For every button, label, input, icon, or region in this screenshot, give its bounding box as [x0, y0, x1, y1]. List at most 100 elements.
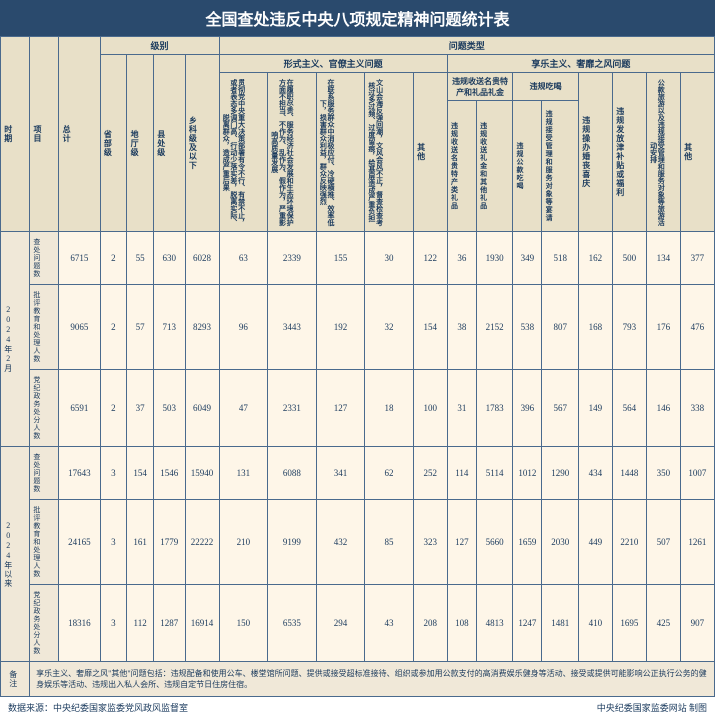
- data-cell: 294: [316, 585, 365, 662]
- data-cell: 5660: [476, 500, 512, 585]
- hdr-lvl-prov: 省部级: [100, 55, 127, 232]
- data-cell: 252: [413, 447, 447, 500]
- data-cell: 210: [219, 500, 268, 585]
- hdr-level: 级别: [100, 37, 219, 55]
- hdr-h2a: 违规吃喝: [513, 73, 579, 101]
- data-cell: 2030: [542, 500, 578, 585]
- data-cell: 18: [365, 370, 414, 447]
- data-cell: 713: [153, 285, 185, 370]
- data-cell: 9199: [268, 500, 317, 585]
- data-cell: 57: [127, 285, 154, 370]
- data-cell: 807: [542, 285, 578, 370]
- data-cell: 192: [316, 285, 365, 370]
- data-cell: 1930: [476, 232, 512, 285]
- data-cell: 6591: [59, 370, 100, 447]
- row-item: 查处问题数: [30, 232, 59, 285]
- data-cell: 6535: [268, 585, 317, 662]
- data-cell: 1481: [542, 585, 578, 662]
- data-cell: 476: [680, 285, 714, 370]
- data-cell: 1290: [542, 447, 578, 500]
- data-cell: 162: [578, 232, 612, 285]
- hdr-f1: 贯彻党中央重大决策部署有令不行、有禁不止，或者表态多调门高、行动少落实差，脱离实…: [219, 73, 268, 232]
- data-cell: 38: [447, 285, 476, 370]
- data-cell: 2: [100, 285, 127, 370]
- hdr-h3: 违规操办婚丧喜庆: [578, 73, 612, 232]
- data-cell: 1448: [612, 447, 646, 500]
- hdr-f4: 文山会海反弹回潮，文风会风不正，督查检查考核过多过频、过度留痕，给基层造成严重负…: [365, 73, 414, 232]
- hdr-f2: 在履职尽责、服务经济社会发展和生态环境保护方面不担当、不作为、乱作为、假作为，严…: [268, 73, 317, 232]
- hdr-lvl-dept: 地厅级: [127, 55, 154, 232]
- note-label: 备注: [1, 662, 30, 697]
- data-cell: 161: [127, 500, 154, 585]
- data-cell: 112: [127, 585, 154, 662]
- row-item: 党纪政务处分人数: [30, 370, 59, 447]
- data-cell: 1287: [153, 585, 185, 662]
- data-cell: 449: [578, 500, 612, 585]
- data-cell: 434: [578, 447, 612, 500]
- data-cell: 155: [316, 232, 365, 285]
- data-cell: 3: [100, 585, 127, 662]
- hdr-h6: 其他: [680, 73, 714, 232]
- data-cell: 146: [646, 370, 680, 447]
- data-cell: 24165: [59, 500, 100, 585]
- period-label: 2024年以来: [1, 447, 30, 662]
- data-cell: 2: [100, 232, 127, 285]
- data-cell: 154: [127, 447, 154, 500]
- hdr-f3: 在联系服务群众中消极应付、冷硬横推、效率低下，损害群众利益，群众反映强烈: [316, 73, 365, 232]
- data-cell: 377: [680, 232, 714, 285]
- data-cell: 1247: [513, 585, 542, 662]
- data-cell: 55: [127, 232, 154, 285]
- data-cell: 127: [447, 500, 476, 585]
- data-cell: 3: [100, 447, 127, 500]
- data-cell: 2: [100, 370, 127, 447]
- hdr-h4: 违规发放津补贴或福利: [612, 73, 646, 232]
- data-cell: 518: [542, 232, 578, 285]
- hdr-lvl-town: 乡科级及以下: [185, 55, 219, 232]
- page-title: 全国查处违反中央八项规定精神问题统计表: [0, 0, 715, 36]
- data-cell: 100: [413, 370, 447, 447]
- data-cell: 17643: [59, 447, 100, 500]
- data-cell: 150: [219, 585, 268, 662]
- hdr-h5: 公款旅游以及违规接受管理和服务对象等旅游活动安排: [646, 73, 680, 232]
- row-item: 党纪政务处分人数: [30, 585, 59, 662]
- data-cell: 567: [542, 370, 578, 447]
- data-cell: 338: [680, 370, 714, 447]
- data-cell: 62: [365, 447, 414, 500]
- data-cell: 6088: [268, 447, 317, 500]
- data-cell: 341: [316, 447, 365, 500]
- footer-left: 数据来源：中央纪委国家监委党风政风监督室: [8, 701, 188, 714]
- data-cell: 3: [100, 500, 127, 585]
- data-cell: 208: [413, 585, 447, 662]
- data-cell: 2152: [476, 285, 512, 370]
- row-item: 批评教育和处理人数: [30, 500, 59, 585]
- data-cell: 503: [153, 370, 185, 447]
- hdr-h1b: 违规收送名贵特产类礼品: [447, 101, 476, 232]
- data-cell: 793: [612, 285, 646, 370]
- data-cell: 396: [513, 370, 542, 447]
- data-cell: 131: [219, 447, 268, 500]
- data-cell: 3443: [268, 285, 317, 370]
- hdr-total: 总计: [59, 37, 100, 232]
- data-cell: 31: [447, 370, 476, 447]
- data-cell: 122: [413, 232, 447, 285]
- data-cell: 323: [413, 500, 447, 585]
- data-cell: 96: [219, 285, 268, 370]
- hdr-f5: 其他: [413, 73, 447, 232]
- data-cell: 425: [646, 585, 680, 662]
- data-cell: 564: [612, 370, 646, 447]
- data-cell: 432: [316, 500, 365, 585]
- footer-right: 中央纪委国家监委网站 制图: [597, 701, 707, 714]
- data-cell: 538: [513, 285, 542, 370]
- data-cell: 9065: [59, 285, 100, 370]
- data-cell: 1012: [513, 447, 542, 500]
- data-cell: 1659: [513, 500, 542, 585]
- hdr-hedonism: 享乐主义、奢靡之风问题: [447, 55, 714, 73]
- data-cell: 630: [153, 232, 185, 285]
- data-cell: 907: [680, 585, 714, 662]
- data-cell: 2339: [268, 232, 317, 285]
- stats-table: 时期 项目 总计 级别 问题类型 省部级 地厅级 县处级 乡科级及以下 形式主义…: [0, 36, 715, 697]
- period-label: 2024年2月: [1, 232, 30, 447]
- data-cell: 2210: [612, 500, 646, 585]
- data-cell: 22222: [185, 500, 219, 585]
- data-cell: 30: [365, 232, 414, 285]
